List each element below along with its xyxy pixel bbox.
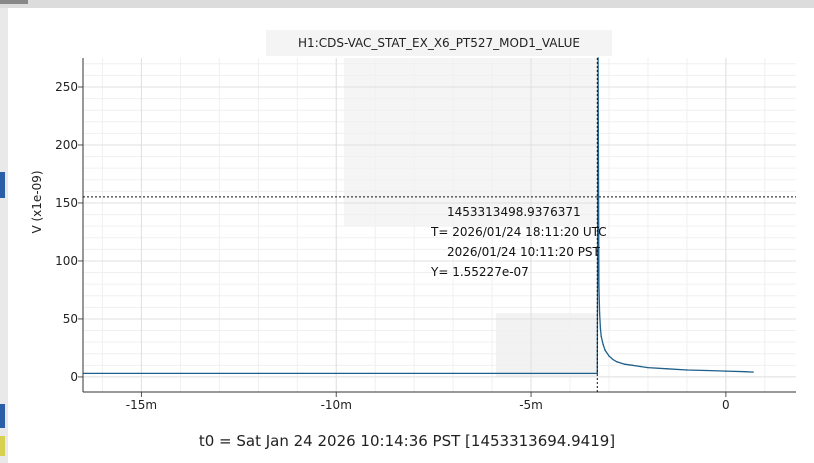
data-point [616,361,618,363]
y-tick-label: 0 [70,370,78,384]
plot-shade-region [495,313,598,377]
cursor-readout-line: T= 2026/01/24 18:11:20 UTC [430,225,607,239]
data-point [600,335,602,338]
x-tick-label: -15m [126,398,157,412]
data-point [604,349,606,351]
data-point [725,370,727,372]
plot-shade-region [344,58,598,227]
y-tick-label: 100 [55,254,78,268]
data-point [612,358,614,361]
data-point [623,363,626,365]
window-tab [0,0,28,4]
cursor-readout-line: Y= 1.55227e-07 [430,265,529,279]
data-point [598,312,601,314]
left-edge-marker [0,436,5,456]
chart-title: H1:CDS-VAC_STAT_EX_X6_PT527_MOD1_VALUE [266,30,612,56]
left-edge-marker [0,404,5,428]
y-tick-label: 50 [63,312,78,326]
data-point [639,365,641,368]
x-axis-label: t0 = Sat Jan 24 2026 10:14:36 PST [14533… [198,432,616,450]
y-tick-label: 250 [55,80,78,94]
data-point [599,327,602,329]
data-point [666,368,669,370]
y-tick-label: 150 [55,196,78,210]
cursor-readout-line: 1453313498.9376371 [447,205,581,219]
data-point [647,366,649,369]
data-point [705,369,708,372]
x-tick-label: 0 [722,398,730,412]
data-point [596,372,598,375]
data-point [608,355,610,357]
y-tick-label: 200 [55,138,78,152]
series-line [83,57,754,375]
data-point [82,372,84,375]
window-left-edge [0,8,8,463]
data-point [752,371,754,373]
data-point [744,371,747,373]
x-tick-label: -10m [321,398,352,412]
data-point [598,283,600,285]
window-top-edge [0,0,814,8]
cursor-readout-line: 2026/01/24 10:11:20 PST [447,245,601,259]
data-point [602,343,604,346]
left-edge-marker [0,172,5,198]
x-tick-label: -5m [519,398,543,412]
data-point [631,364,634,367]
data-point [686,369,688,371]
